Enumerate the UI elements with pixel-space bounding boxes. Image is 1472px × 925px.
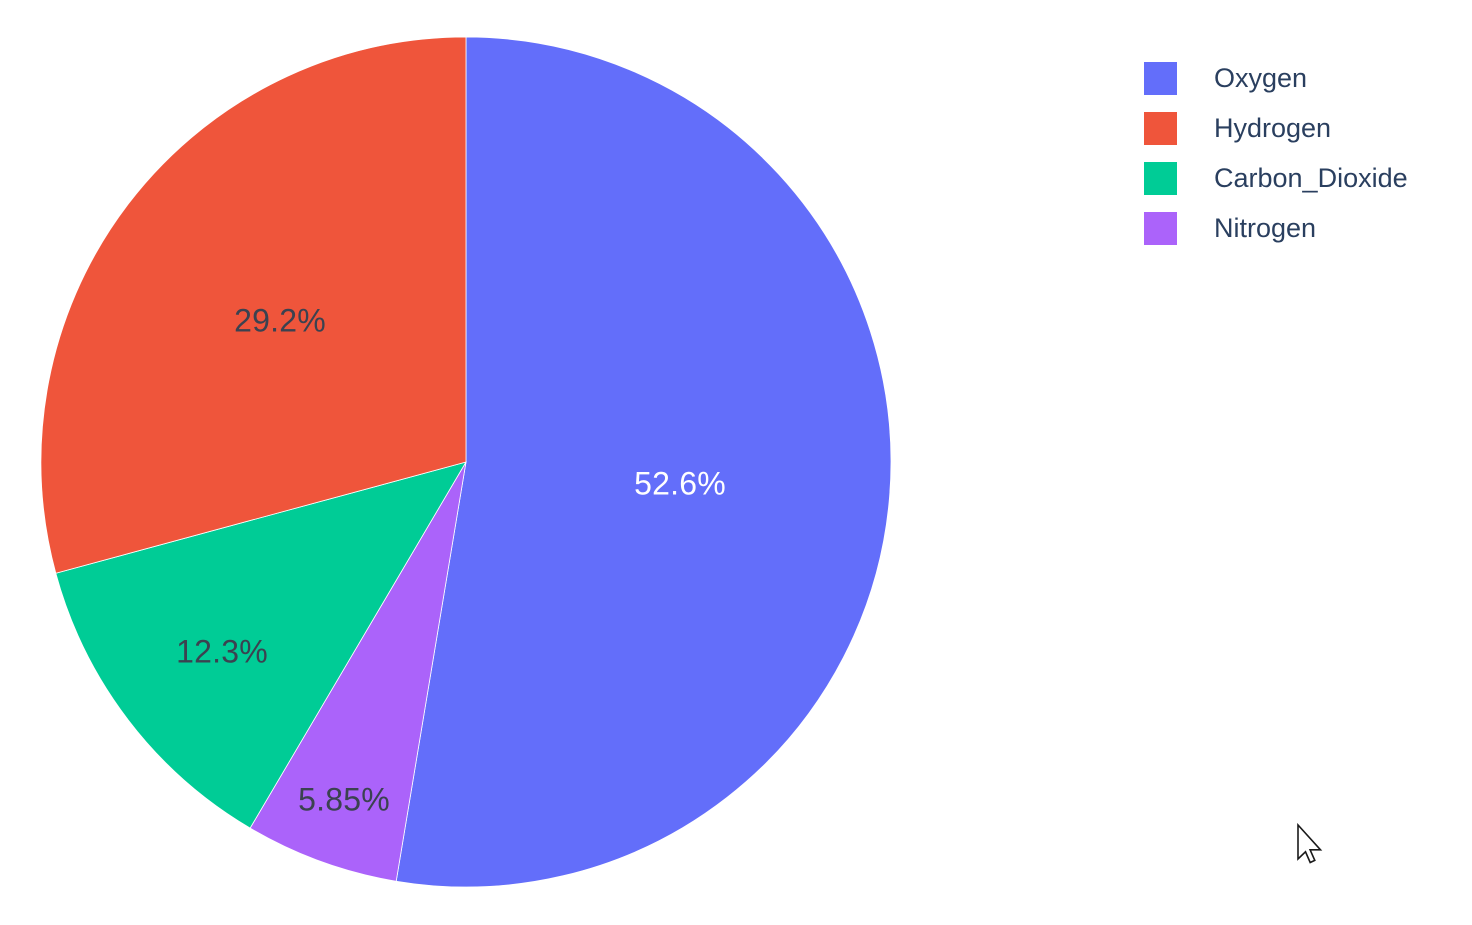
legend-item-nitrogen[interactable]: Nitrogen xyxy=(1144,212,1408,245)
pie-slice-nitrogen[interactable] xyxy=(249,461,467,882)
pie-slice-carbon_dioxide[interactable] xyxy=(55,461,467,829)
pie-chart xyxy=(41,37,891,887)
mouse-cursor-icon xyxy=(1297,823,1323,864)
legend-item-oxygen[interactable]: Oxygen xyxy=(1144,62,1408,95)
pie-slice-hydrogen[interactable] xyxy=(41,37,467,574)
legend-item-hydrogen[interactable]: Hydrogen xyxy=(1144,112,1408,145)
pie-slice-oxygen[interactable] xyxy=(395,37,891,887)
legend-swatch-carbon-dioxide xyxy=(1144,162,1177,195)
legend-label-hydrogen: Hydrogen xyxy=(1214,113,1332,143)
legend-swatch-nitrogen xyxy=(1144,212,1177,245)
legend-label-carbon-dioxide: Carbon_Dioxide xyxy=(1214,163,1408,193)
legend-label-nitrogen: Nitrogen xyxy=(1214,213,1317,243)
legend-label-oxygen: Oxygen xyxy=(1214,63,1308,93)
legend-swatch-oxygen xyxy=(1144,62,1177,95)
legend-swatch-hydrogen xyxy=(1144,112,1177,145)
legend-item-carbon-dioxide[interactable]: Carbon_Dioxide xyxy=(1144,162,1408,195)
legend: Oxygen Hydrogen Carbon_Dioxide Nitrogen xyxy=(1144,62,1408,245)
